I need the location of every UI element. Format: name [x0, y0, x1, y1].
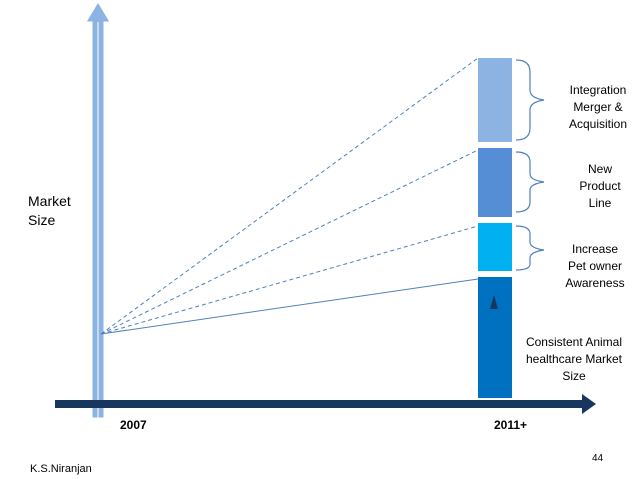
- segment: [478, 277, 512, 398]
- label-line: Size: [28, 212, 55, 228]
- author: K.S.Niranjan: [30, 463, 92, 475]
- x-arrow: [55, 394, 596, 414]
- label-line: New: [588, 162, 612, 176]
- label-line: Integration: [570, 83, 627, 97]
- label-line: Size: [562, 369, 586, 383]
- line: [100, 278, 479, 335]
- segment-label: Consistent Animal healthcare Market Size: [526, 335, 623, 383]
- segment-label: New Product Line: [579, 162, 621, 210]
- line: [100, 57, 479, 335]
- segment-label: Integration Merger & Acquisition: [569, 83, 627, 131]
- small-arrow: [490, 295, 498, 309]
- label-line: Consistent Animal: [526, 335, 622, 349]
- label-line: Increase: [572, 242, 618, 256]
- label-line: Awareness: [565, 276, 624, 290]
- page-number: 44: [592, 453, 604, 464]
- segment-label: Increase Pet owner Awareness: [565, 242, 624, 290]
- brace: [515, 151, 545, 213]
- brace: [515, 225, 545, 271]
- label-line: Product: [579, 179, 621, 193]
- label-line: Pet owner: [568, 259, 622, 273]
- line: [100, 225, 479, 335]
- segment: [478, 223, 512, 271]
- segment: [478, 58, 512, 142]
- label-line: Merger &: [573, 100, 622, 114]
- label-line: Acquisition: [569, 117, 627, 131]
- x-end-label: 2011+: [494, 418, 527, 432]
- label-line: healthcare Market: [526, 352, 623, 366]
- x-start-label: 2007: [120, 418, 147, 432]
- brace: [515, 59, 545, 141]
- label-line: Line: [589, 196, 612, 210]
- y-label: Market Size: [28, 193, 71, 228]
- segment: [478, 148, 512, 217]
- growth-lines: [100, 57, 479, 335]
- braces: [515, 59, 545, 271]
- label-line: Market: [28, 193, 71, 209]
